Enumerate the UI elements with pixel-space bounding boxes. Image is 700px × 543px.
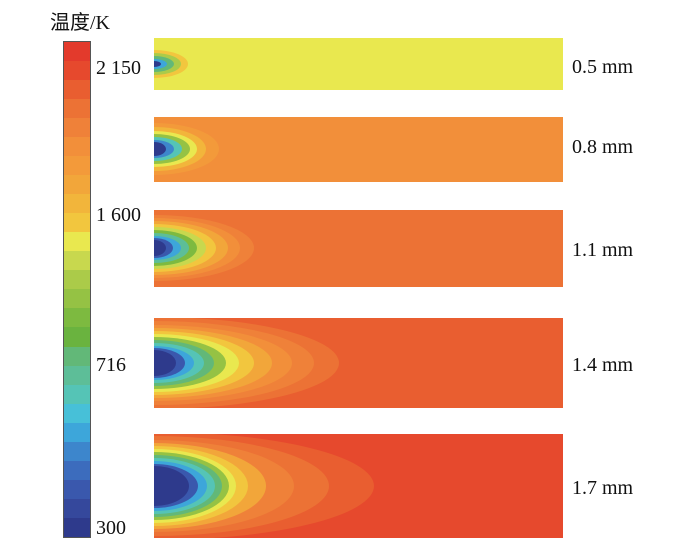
panel-label-0-8mm: 0.8 mm [572,136,634,158]
panel-background [154,117,563,182]
colorbar-band [64,384,90,404]
tick-2150: 2 150 [96,57,141,79]
panel-label-1-7mm: 1.7 mm [572,477,634,499]
panel-label-1-1mm: 1.1 mm [572,239,634,261]
colorbar-band [64,498,90,518]
panel-background [154,38,563,90]
colorbar-band [64,346,90,366]
colorbar-band [64,232,90,252]
colorbar-band [64,99,90,119]
tick-300: 300 [96,517,126,539]
panel-label-0-5mm: 0.5 mm [572,56,634,78]
contour-panel-0-8mm [154,117,563,182]
contour-panel-1-1mm [154,210,563,287]
colorbar-band [64,137,90,157]
colorbar-band [64,479,90,499]
colorbar-band [64,403,90,423]
colorbar-band [64,118,90,138]
temperature-colorbar [63,41,91,538]
contour-panel-1-4mm [154,318,563,408]
colorbar-band [64,251,90,271]
colorbar-band [64,156,90,176]
colorbar-band [64,175,90,195]
contour-panel-0-5mm [154,38,563,90]
tick-1600: 1 600 [96,204,141,226]
contour-panel-1-7mm [154,434,563,538]
tick-716: 716 [96,354,126,376]
colorbar-band [64,42,90,62]
colorbar-band [64,61,90,81]
colorbar-band [64,422,90,442]
colorbar-band [64,213,90,233]
colorbar-band [64,80,90,100]
colorbar-band [64,270,90,290]
colorbar-band [64,289,90,309]
legend-title: 温度/K [50,12,110,34]
colorbar-band [64,308,90,328]
panel-label-1-4mm: 1.4 mm [572,354,634,376]
colorbar-band [64,517,90,537]
colorbar-band [64,194,90,214]
colorbar-band [64,365,90,385]
colorbar-band [64,327,90,347]
colorbar-band [64,460,90,480]
colorbar-band [64,441,90,461]
